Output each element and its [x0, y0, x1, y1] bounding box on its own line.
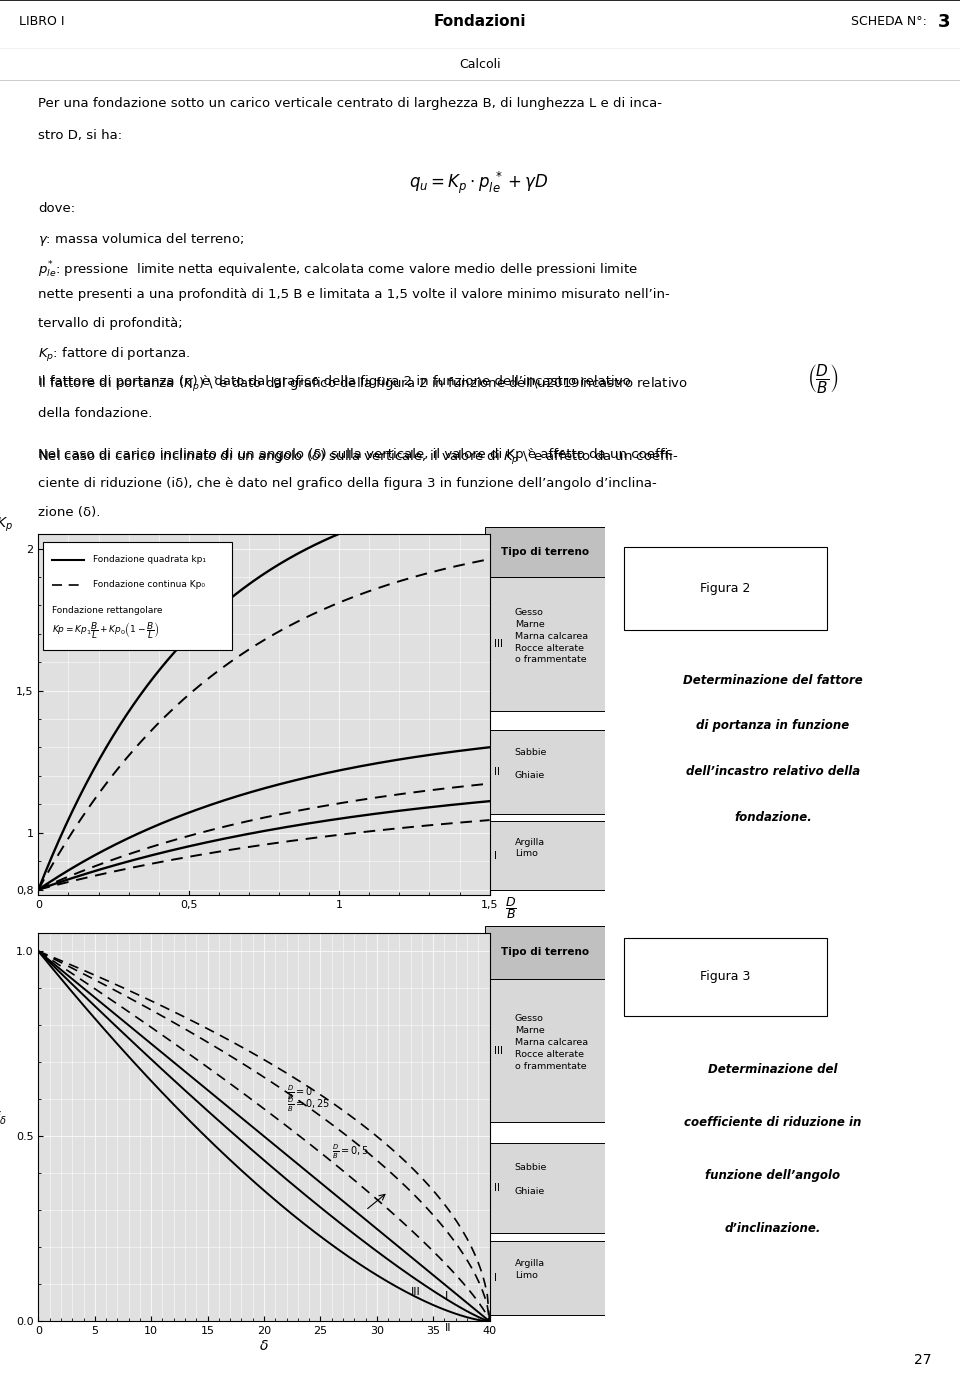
FancyBboxPatch shape [624, 938, 827, 1016]
Text: Determinazione del: Determinazione del [708, 1063, 837, 1076]
Text: $q_u = K_p \cdot p_{le}^{\ *} + \gamma D$: $q_u = K_p \cdot p_{le}^{\ *} + \gamma D… [409, 171, 549, 197]
Text: III: III [411, 1287, 420, 1296]
Bar [485, 822, 605, 890]
Text: III: III [494, 638, 503, 648]
Text: nette presenti a una profondità di 1,5 B e limitata a 1,5 volte il valore minimo: nette presenti a una profondità di 1,5 B… [38, 289, 670, 301]
Text: $\frac{D}{B}=0,5$: $\frac{D}{B}=0,5$ [332, 1144, 369, 1162]
Text: $\gamma$: massa volumica del terreno;: $\gamma$: massa volumica del terreno; [38, 230, 245, 248]
Bar [485, 577, 605, 711]
Text: ciente di riduzione (iδ), che è dato nel grafico della figura 3 in funzione dell: ciente di riduzione (iδ), che è dato nel… [38, 477, 658, 490]
Text: della fondazione.: della fondazione. [38, 407, 153, 419]
Text: Argilla
Limo: Argilla Limo [515, 1259, 545, 1280]
Text: coefficiente di riduzione in: coefficiente di riduzione in [684, 1116, 861, 1128]
Text: Fondazioni: Fondazioni [434, 14, 526, 29]
Text: II: II [444, 1324, 451, 1334]
Text: Argilla
Limo: Argilla Limo [515, 838, 545, 858]
Y-axis label: $i_\delta$: $i_\delta$ [0, 1109, 8, 1127]
Text: Figura 3: Figura 3 [700, 970, 751, 984]
Text: $p_{le}^{*}$: pressione  limite netta equivalente, calcolata come valore medio d: $p_{le}^{*}$: pressione limite netta equ… [38, 260, 638, 280]
Text: I: I [444, 1291, 447, 1301]
Text: Gesso
Marne
Marna calcarea
Rocce alterate
o frammentate: Gesso Marne Marna calcarea Rocce alterat… [515, 1015, 588, 1070]
Text: $\left(\dfrac{D}{B}\right)$: $\left(\dfrac{D}{B}\right)$ [806, 362, 838, 396]
Text: fondazione.: fondazione. [734, 811, 811, 824]
Text: Nel caso di carico inclinato di un angolo ($\delta$) sulla verticale, il valore : Nel caso di carico inclinato di un angol… [38, 448, 679, 468]
Text: Determinazione del fattore: Determinazione del fattore [683, 673, 863, 687]
Bar [485, 527, 605, 577]
Text: Fondazione rettangolare: Fondazione rettangolare [52, 605, 162, 615]
Bar [485, 730, 605, 813]
Text: Figura 2: Figura 2 [700, 582, 751, 595]
Text: $K_p$: fattore di portanza.: $K_p$: fattore di portanza. [38, 346, 191, 364]
Text: dell’incastro relativo della: dell’incastro relativo della [685, 765, 860, 779]
Text: I: I [494, 851, 497, 861]
Text: Tipo di terreno: Tipo di terreno [501, 948, 588, 958]
Text: Tipo di terreno: Tipo di terreno [501, 547, 588, 557]
Text: SCHEDA N°:: SCHEDA N°: [852, 15, 931, 28]
Bar [485, 926, 605, 979]
Text: $\dfrac{D}{B}$: $\dfrac{D}{B}$ [505, 895, 516, 922]
Text: I: I [494, 1273, 497, 1283]
Text: Sabbie

Ghiaie: Sabbie Ghiaie [515, 748, 547, 780]
Text: di portanza in funzione: di portanza in funzione [696, 719, 850, 733]
Text: II: II [494, 766, 500, 777]
Text: Fondazione quadrata kp₁: Fondazione quadrata kp₁ [92, 555, 205, 564]
Text: 27: 27 [914, 1353, 931, 1367]
Text: Gesso
Marne
Marna calcarea
Rocce alterate
o frammentate: Gesso Marne Marna calcarea Rocce alterat… [515, 608, 588, 665]
X-axis label: $\delta$: $\delta$ [259, 1339, 269, 1353]
FancyBboxPatch shape [624, 547, 827, 630]
Text: funzione dell’angolo: funzione dell’angolo [706, 1169, 840, 1183]
Text: stro D, si ha:: stro D, si ha: [38, 129, 123, 142]
Text: $\frac{D}{B}=0$: $\frac{D}{B}=0$ [286, 1084, 313, 1102]
Bar [485, 1241, 605, 1314]
Text: tervallo di profondità;: tervallo di profondità; [38, 318, 183, 330]
Y-axis label: $K_p$: $K_p$ [0, 516, 13, 534]
Text: Fondazione continua Kp₀: Fondazione continua Kp₀ [92, 580, 204, 590]
Text: $Kp = Kp_1 \dfrac{B}{L} + Kp_0 \left(1 - \dfrac{B}{L}\right)$: $Kp = Kp_1 \dfrac{B}{L} + Kp_0 \left(1 -… [52, 620, 159, 641]
Text: dove:: dove: [38, 203, 76, 215]
Text: II: II [494, 1183, 500, 1192]
Text: zione (δ).: zione (δ). [38, 507, 101, 519]
Text: Calcoli: Calcoli [459, 58, 501, 71]
Text: 3: 3 [938, 12, 950, 31]
Bar [43, 541, 232, 650]
Bar [485, 1142, 605, 1233]
Text: III: III [494, 1045, 503, 1056]
Text: Nel caso di carico inclinato di un angolo (δ) sulla verticale, il valore di Kp è: Nel caso di carico inclinato di un angol… [38, 448, 673, 461]
Text: Sabbie

Ghiaie: Sabbie Ghiaie [515, 1163, 547, 1196]
Text: Per una fondazione sotto un carico verticale centrato di larghezza B, di lunghez: Per una fondazione sotto un carico verti… [38, 97, 662, 110]
Text: Il fattore di portanza (η) è dato dal grafico della figura 2 in funzione dell’in: Il fattore di portanza (η) è dato dal gr… [38, 375, 631, 387]
Text: d’inclinazione.: d’inclinazione. [725, 1223, 821, 1235]
Text: LIBRO I: LIBRO I [19, 15, 64, 28]
Text: $\frac{D}{B}=0,25$: $\frac{D}{B}=0,25$ [286, 1095, 330, 1113]
Text: Il fattore di portanza ($K_p$) \`e dato dal grafico della figura 2 in funzione d: Il fattore di portanza ($K_p$) \`e dato … [38, 375, 688, 394]
Bar [485, 979, 605, 1123]
